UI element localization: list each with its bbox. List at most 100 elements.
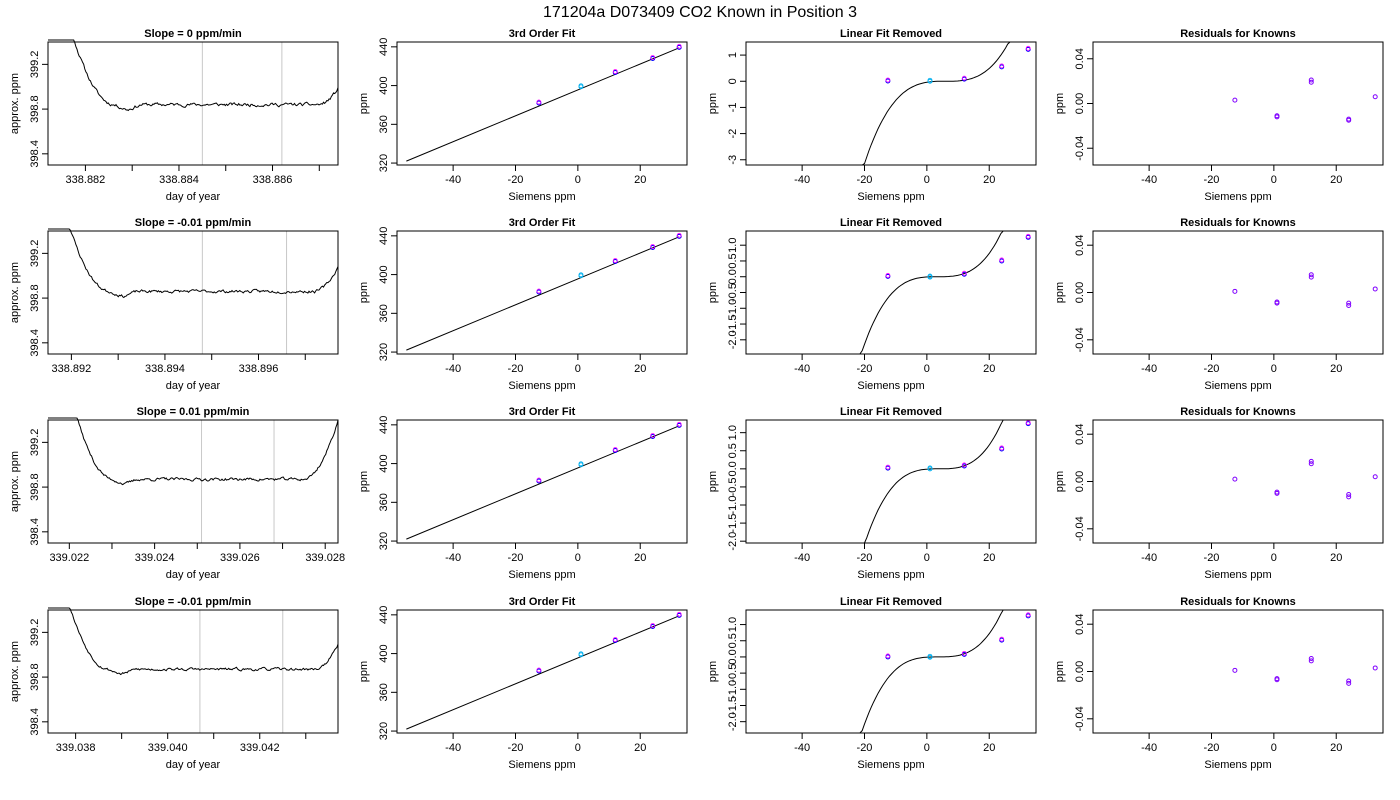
data-point bbox=[536, 99, 542, 105]
x-tick-label: 20 bbox=[634, 742, 646, 754]
x-tick-label: -20 bbox=[1204, 742, 1220, 754]
y-tick-label: 1.0 bbox=[727, 238, 739, 253]
x-axis-label: Siemens ppm bbox=[508, 191, 575, 203]
data-point bbox=[536, 288, 542, 294]
x-tick-label: 339.042 bbox=[240, 742, 280, 754]
trace-line bbox=[48, 607, 339, 676]
data-point bbox=[1346, 494, 1352, 500]
panel-fit-row1: 3rd Order Fit -40 -20 0 20 320 360 400 440 Siemen… bbox=[358, 28, 688, 203]
y-tick-label: 0.04 bbox=[1074, 234, 1086, 255]
plot-frame bbox=[745, 41, 1037, 166]
y-tick-label: -2.0 bbox=[727, 330, 739, 349]
x-tick-label: 0 bbox=[1271, 742, 1277, 754]
x-tick-label: -40 bbox=[794, 174, 810, 186]
x-tick-label: -40 bbox=[1141, 174, 1157, 186]
y-tick-label: -1.0 bbox=[727, 299, 739, 318]
data-point bbox=[1372, 665, 1378, 671]
x-tick-label: -40 bbox=[794, 552, 810, 564]
y-tick-label: 398.8 bbox=[29, 284, 41, 312]
data-point bbox=[1346, 678, 1352, 684]
x-tick-label: 338.894 bbox=[145, 363, 185, 375]
x-tick-label: 339.038 bbox=[56, 742, 96, 754]
x-tick-label: 339.022 bbox=[49, 552, 89, 564]
panel-trace-row2: Slope = -0.01 ppm/min 338.892 338.894 338.8… bbox=[9, 217, 339, 392]
panel-title: 3rd Order Fit bbox=[509, 217, 576, 229]
y-axis-label: ppm bbox=[707, 471, 719, 492]
data-point bbox=[885, 653, 891, 659]
y-axis-label: ppm bbox=[1054, 93, 1066, 114]
data-point bbox=[1372, 94, 1378, 100]
panel-linear_removed-row1: Linear Fit Removed -40 -20 0 20 -3 -2 -1 0 1 Sieme… bbox=[707, 28, 1037, 203]
y-tick-label: 399.2 bbox=[29, 619, 41, 647]
panel-residuals-row4: Residuals for Knowns -40 -20 0 20 -0.04 0.00 0.… bbox=[1054, 596, 1384, 771]
data-point bbox=[1274, 490, 1280, 496]
y-tick-label: 398.4 bbox=[29, 140, 41, 168]
panel-grid: Slope = 0 ppm/min 338.882 338.884 338.886 39… bbox=[9, 28, 1384, 771]
y-tick-label: 1.0 bbox=[727, 617, 739, 632]
panel-linear_removed-row4: Linear Fit Removed -40 -20 0 20 -2.0-1.5-1.0-… bbox=[707, 596, 1037, 771]
fit-line bbox=[406, 236, 680, 351]
y-tick-label: -0.5 bbox=[727, 664, 739, 683]
data-point bbox=[1025, 233, 1031, 239]
y-tick-label: -1 bbox=[727, 103, 739, 113]
x-tick-label: 0 bbox=[924, 363, 930, 375]
plot-frame bbox=[396, 419, 688, 544]
x-tick-label: 20 bbox=[983, 742, 995, 754]
data-point bbox=[536, 667, 542, 673]
x-tick-label: 0 bbox=[924, 742, 930, 754]
y-tick-label: 0.04 bbox=[1074, 613, 1086, 634]
data-point bbox=[1232, 667, 1238, 673]
trace-line bbox=[48, 417, 339, 486]
x-tick-label: -20 bbox=[508, 742, 524, 754]
data-point bbox=[650, 623, 656, 628]
x-tick-label: -20 bbox=[1204, 552, 1220, 564]
y-axis-label: ppm bbox=[358, 471, 370, 492]
y-tick-label: 398.8 bbox=[29, 663, 41, 691]
plot-frame bbox=[396, 41, 688, 166]
y-axis-label: approx. ppm bbox=[9, 451, 21, 512]
y-axis-label: ppm bbox=[1054, 471, 1066, 492]
data-point bbox=[676, 232, 682, 238]
panel-fit-row2: 3rd Order Fit -40 -20 0 20 320 360 400 440 Siemen… bbox=[358, 217, 688, 392]
x-tick-label: 20 bbox=[983, 363, 995, 375]
data-point bbox=[885, 464, 891, 470]
x-axis-label: day of year bbox=[166, 191, 221, 203]
panel-title: Residuals for Knowns bbox=[1180, 406, 1296, 418]
x-tick-label: 0 bbox=[1271, 174, 1277, 186]
panel-title: Residuals for Knowns bbox=[1180, 596, 1296, 608]
y-tick-label: 398.8 bbox=[29, 473, 41, 501]
y-tick-label: 0.04 bbox=[1074, 48, 1086, 69]
x-tick-label: -20 bbox=[857, 552, 873, 564]
y-tick-label: 0.00 bbox=[1074, 282, 1086, 303]
plot-frame bbox=[1092, 609, 1384, 734]
y-tick-label: 400 bbox=[378, 76, 390, 94]
x-tick-label: 339.040 bbox=[148, 742, 188, 754]
x-axis-label: Siemens ppm bbox=[857, 759, 924, 771]
y-tick-label: 0.0 bbox=[727, 269, 739, 284]
data-point bbox=[1346, 117, 1352, 123]
y-tick-label: 400 bbox=[378, 644, 390, 662]
cubic-curve bbox=[755, 609, 1029, 734]
x-tick-label: 338.884 bbox=[159, 174, 199, 186]
x-tick-label: 20 bbox=[983, 174, 995, 186]
x-tick-label: 0 bbox=[575, 552, 581, 564]
x-tick-label: -20 bbox=[508, 552, 524, 564]
x-tick-label: 20 bbox=[1330, 742, 1342, 754]
data-point bbox=[961, 650, 967, 656]
y-tick-label: 320 bbox=[378, 722, 390, 740]
y-axis-label: ppm bbox=[358, 282, 370, 303]
y-axis-label: ppm bbox=[707, 661, 719, 682]
x-tick-label: -40 bbox=[445, 174, 461, 186]
x-tick-label: -20 bbox=[857, 363, 873, 375]
data-point bbox=[999, 636, 1005, 642]
data-point bbox=[650, 433, 656, 438]
x-tick-label: 0 bbox=[924, 174, 930, 186]
data-point bbox=[1346, 300, 1352, 306]
y-tick-label: 398.4 bbox=[29, 708, 41, 736]
x-tick-label: -40 bbox=[1141, 363, 1157, 375]
y-tick-label: 1.0 bbox=[727, 425, 739, 440]
x-tick-label: 339.028 bbox=[305, 552, 345, 564]
y-tick-label: 398.4 bbox=[29, 329, 41, 357]
data-point bbox=[1346, 492, 1352, 498]
x-tick-label: 339.024 bbox=[135, 552, 175, 564]
